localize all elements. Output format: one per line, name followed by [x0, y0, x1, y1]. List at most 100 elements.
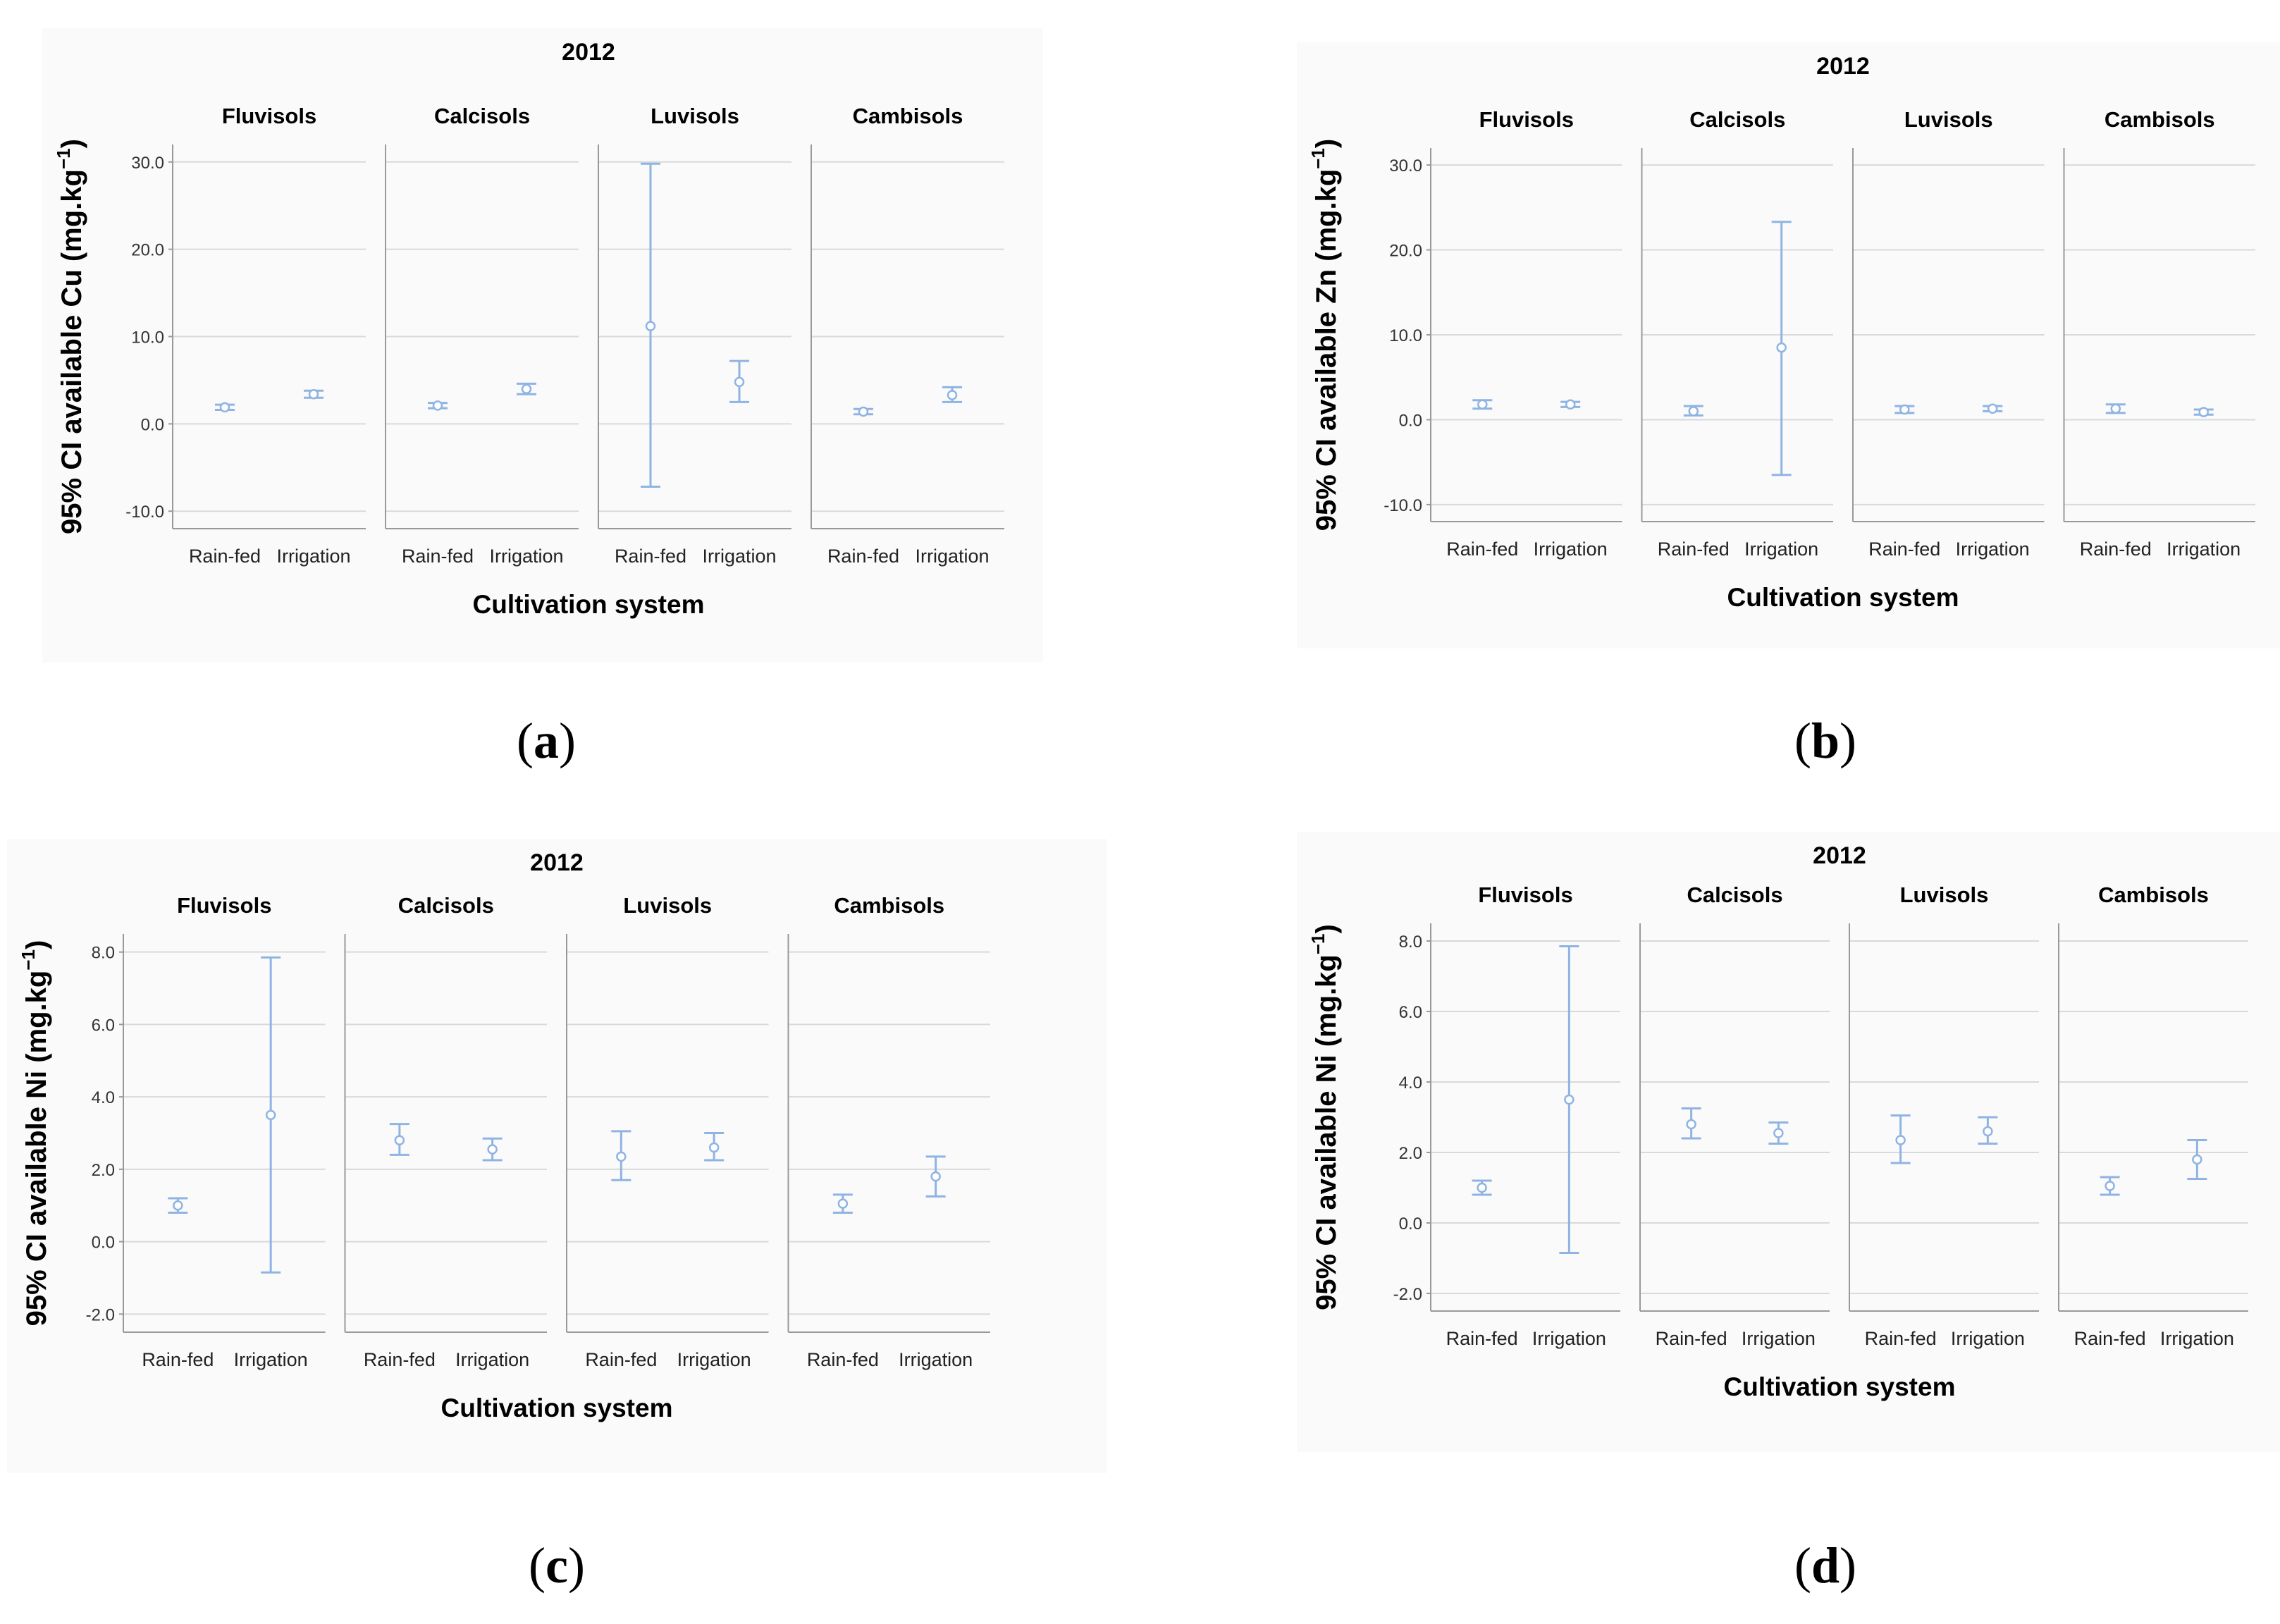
- y-tick-label: 8.0: [92, 944, 115, 963]
- mean-point: [432, 400, 443, 411]
- x-tick-label: Rain-fed: [827, 546, 899, 567]
- chart-background: [42, 28, 1043, 663]
- facet-title-luvisols: Luvisols: [623, 893, 712, 918]
- facet-title-cambisols: Cambisols: [2098, 882, 2209, 907]
- x-tick-label: Irrigation: [1956, 539, 2030, 560]
- y-axis-label-close: ): [1311, 139, 1342, 148]
- y-axis-label-text: 95% CI available Ni (mg.kg: [1311, 954, 1342, 1310]
- mean-point: [308, 389, 319, 400]
- y-tick-label: -10.0: [125, 503, 164, 522]
- y-axis-label-close: ): [56, 139, 87, 148]
- x-axis-label: Cultivation system: [1724, 1372, 1956, 1401]
- x-axis-label: Cultivation system: [1727, 583, 1959, 612]
- x-tick-label: Irrigation: [276, 546, 350, 567]
- x-axis-label: Cultivation system: [441, 1394, 673, 1422]
- mean-point: [1773, 1128, 1784, 1138]
- x-tick-label: Rain-fed: [615, 546, 686, 567]
- y-axis-label-superscript: −1: [18, 949, 39, 971]
- mean-point: [1477, 399, 1488, 410]
- mean-point: [1688, 406, 1699, 417]
- facet-title-luvisols: Luvisols: [1904, 107, 1993, 132]
- chart-title: 2012: [1813, 842, 1866, 869]
- facet-title-calcisols: Calcisols: [398, 893, 494, 918]
- y-tick-label: 20.0: [131, 241, 164, 260]
- chart-title: 2012: [1816, 53, 1870, 80]
- y-axis-label-superscript: −1: [53, 148, 74, 169]
- y-axis-label-text: 95% CI available Zn (mg.kg: [1311, 169, 1342, 531]
- y-tick-label: 6.0: [92, 1016, 115, 1035]
- x-tick-label: Irrigation: [677, 1349, 751, 1370]
- mean-point: [930, 1171, 941, 1182]
- facet-title-cambisols: Cambisols: [853, 104, 963, 128]
- x-tick-label: Rain-fed: [585, 1349, 657, 1370]
- y-tick-label: 20.0: [1389, 242, 1422, 261]
- facet-title-cambisols: Cambisols: [2105, 107, 2215, 132]
- mean-point: [1895, 1135, 1906, 1145]
- mean-point: [521, 383, 532, 395]
- chart-background: [1297, 42, 2280, 648]
- mean-point: [2192, 1154, 2202, 1165]
- chart-background: [7, 839, 1107, 1473]
- y-tick-label: 4.0: [1399, 1074, 1422, 1093]
- y-tick-label: 30.0: [131, 154, 164, 173]
- mean-point: [1564, 1094, 1575, 1105]
- mean-point: [1686, 1119, 1696, 1130]
- panel-label-b: (b): [1794, 713, 1856, 769]
- facet-title-fluvisols: Fluvisols: [1479, 107, 1574, 132]
- y-tick-label: 0.0: [1399, 411, 1422, 430]
- x-tick-label: Irrigation: [702, 546, 776, 567]
- mean-point: [265, 1109, 276, 1121]
- facet-title-fluvisols: Fluvisols: [177, 893, 271, 918]
- chart-panel-d: 2012 95% CI available Ni (mg.kg−1) 8.0 6.0 4…: [1297, 832, 2280, 1456]
- y-tick-label: 8.0: [1399, 933, 1422, 952]
- x-tick-label: Irrigation: [1534, 539, 1608, 560]
- y-tick-label: 10.0: [1389, 326, 1422, 345]
- x-tick-label: Irrigation: [2167, 539, 2241, 560]
- y-tick-label: 0.0: [92, 1234, 115, 1253]
- panel-label-d: (d): [1794, 1537, 1856, 1594]
- y-tick-label: 6.0: [1399, 1003, 1422, 1022]
- chart-panel-b: 2012 95% CI available Zn (mg.kg−1) 30.0 20.…: [1297, 42, 2280, 652]
- facet-title-fluvisols: Fluvisols: [1478, 882, 1572, 907]
- x-tick-label: Irrigation: [455, 1349, 529, 1370]
- mean-point: [616, 1151, 627, 1162]
- y-tick-label: -2.0: [86, 1305, 115, 1324]
- mean-point: [1477, 1182, 1487, 1193]
- mean-point: [858, 406, 869, 417]
- x-tick-label: Rain-fed: [364, 1349, 436, 1370]
- x-tick-label: Irrigation: [234, 1349, 308, 1370]
- mean-point: [645, 321, 656, 331]
- y-axis-label: 95% CI available Cu (mg.kg−1): [53, 139, 87, 534]
- y-axis-label-superscript: −1: [1307, 934, 1329, 955]
- x-tick-label: Rain-fed: [1868, 539, 1940, 560]
- x-tick-label: Irrigation: [2160, 1328, 2234, 1349]
- chart-b-svg: 2012 95% CI available Zn (mg.kg−1) 30.0 20.…: [1297, 42, 2280, 648]
- y-axis-label-text: 95% CI available Cu (mg.kg: [56, 169, 87, 534]
- y-tick-label: -10.0: [1384, 496, 1422, 515]
- y-tick-label: 0.0: [1399, 1214, 1422, 1234]
- chart-title: 2012: [562, 39, 615, 66]
- facet-title-calcisols: Calcisols: [1689, 107, 1785, 132]
- facet-title-luvisols: Luvisols: [651, 104, 739, 128]
- mean-point: [2105, 1181, 2115, 1191]
- x-tick-label: Irrigation: [1744, 539, 1818, 560]
- chart-c-svg: 2012 95% CI available Ni (mg.kg−1) 8.0 6.0 4…: [7, 839, 1107, 1473]
- chart-title: 2012: [530, 849, 584, 876]
- x-tick-label: Irrigation: [1532, 1328, 1606, 1349]
- y-axis-label: 95% CI available Zn (mg.kg−1): [1307, 139, 1342, 531]
- x-tick-label: Rain-fed: [2080, 539, 2152, 560]
- mean-point: [487, 1144, 498, 1155]
- mean-point: [837, 1198, 849, 1209]
- chart-background: [1297, 832, 2280, 1452]
- y-tick-label: 4.0: [92, 1088, 115, 1107]
- y-tick-label: 2.0: [1399, 1144, 1422, 1163]
- y-tick-label: 30.0: [1389, 156, 1422, 176]
- panel-label-a: (a): [517, 713, 576, 769]
- chart-d-svg: 2012 95% CI available Ni (mg.kg−1) 8.0 6.0 4…: [1297, 832, 2280, 1452]
- chart-a-svg: 2012 95% CI available Cu (mg.kg−1) 30.0 20.…: [42, 28, 1043, 663]
- x-tick-label: Rain-fed: [189, 546, 261, 567]
- mean-point: [734, 376, 745, 388]
- y-axis-label-close: ): [1311, 924, 1342, 933]
- y-axis-label-text: 95% CI available Ni (mg.kg: [21, 971, 52, 1327]
- x-tick-label: Rain-fed: [1656, 1328, 1727, 1349]
